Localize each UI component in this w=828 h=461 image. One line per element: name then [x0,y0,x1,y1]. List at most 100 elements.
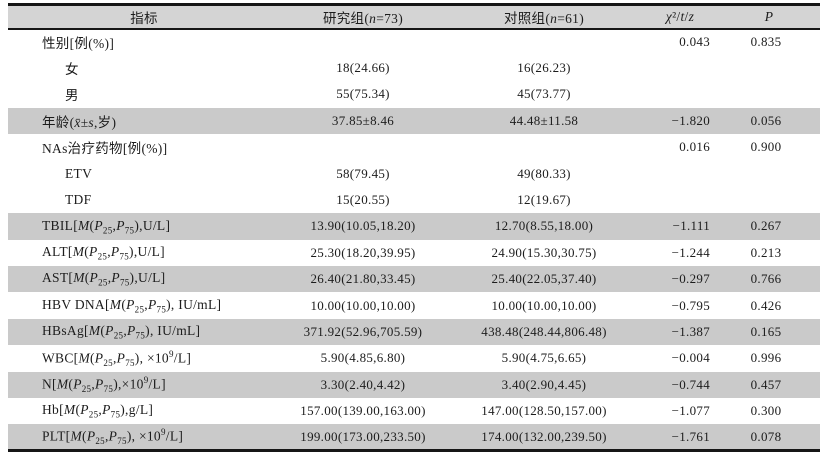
table-row: ALT[M(P25,P75),U/L] 25.30(18.20,39.95) 2… [8,240,820,266]
column-header-statistic: χ²/t/z [642,4,718,30]
p-value: 0.300 [750,403,782,419]
statistic-value: −0.795 [671,297,710,313]
study-group-value: 157.00(139.00,163.00) [300,403,426,419]
study-group-value: 15(20.55) [336,192,390,208]
table-row: 女 18(24.66) 16(26.23) [8,55,820,81]
table-row: NAs治疗药物[例(%)] 0.016 0.900 [8,134,820,160]
control-group-value: 3.40(2.90,4.45) [446,371,642,398]
study-group-value: 26.40(21.80,33.45) [280,266,446,293]
study-group-value: 18(24.66) [336,60,390,76]
control-group-value [446,29,642,55]
table-row: 年龄(x̄±s,岁) 37.85±8.46 44.48±11.58 −1.820… [8,107,820,135]
control-group-value: 438.48(248.44,806.48) [446,318,642,346]
table-row: AST[M(P25,P75),U/L] 26.40(21.80,33.45) 2… [8,266,820,293]
p-value: 0.213 [750,244,782,260]
table-row: TDF 15(20.55) 12(19.67) [8,187,820,213]
header-row: 指标 研究组(n=73) 对照组(n=61) χ²/t/z P [8,4,820,30]
control-group-value: 147.00(128.50,157.00) [481,403,607,419]
control-group-value [446,134,642,160]
table-row: 性别[例(%)] 0.043 0.835 [8,29,820,55]
column-header-indicator: 指标 [8,4,280,30]
row-label: WBC[M(P25,P75), ×109/L] [42,348,192,368]
control-group-value: 24.90(15.30,30.75) [491,244,597,260]
row-label: 男 [65,88,79,104]
table-row: Hb[M(P25,P75),g/L] 157.00(139.00,163.00)… [8,398,820,424]
statistic-value [642,160,718,186]
control-group-value: 5.90(4.75,6.65) [501,350,587,366]
table-row: WBC[M(P25,P75), ×109/L] 5.90(4.85,6.80) … [8,345,820,371]
statistic-value: −1.387 [642,318,718,346]
p-value: 0.165 [718,318,820,346]
baseline-characteristics-table: 指标 研究组(n=73) 对照组(n=61) χ²/t/z P 性别[例(%)]… [8,3,820,453]
table-row: TBIL[M(P25,P75),U/L] 13.90(10.05,18.20) … [8,213,820,240]
row-label: N[M(P25,P75),×109/L] [8,371,280,398]
p-value: 0.766 [718,266,820,293]
table-row: 男 55(75.34) 45(73.77) [8,81,820,107]
study-group-value: 199.00(173.00,233.50) [280,424,446,451]
row-label: ETV [65,165,93,181]
p-value [718,160,820,186]
row-label: NAs治疗药物[例(%)] [42,141,168,157]
p-value [718,187,820,213]
statistic-value [642,187,718,213]
p-value [718,81,820,107]
p-value: 0.900 [750,139,782,155]
row-label: AST[M(P25,P75),U/L] [8,266,280,293]
study-group-value [280,29,446,55]
p-value: 0.996 [750,350,782,366]
table-row: HBV DNA[M(P25,P75), IU/mL] 10.00(10.00,1… [8,292,820,318]
row-label: HBsAg[M(P25,P75), IU/mL] [8,318,280,346]
column-header-p-value: P [718,4,820,30]
study-group-value: 13.90(10.05,18.20) [280,213,446,240]
study-group-value: 58(79.45) [336,165,390,181]
statistic-value: −1.761 [642,424,718,451]
statistic-value [642,81,718,107]
study-group-value: 5.90(4.85,6.80) [320,350,406,366]
statistic-value: −0.297 [642,266,718,293]
study-group-value: 37.85±8.46 [280,107,446,135]
row-label: 年龄(x̄±s,岁) [8,107,280,135]
control-group-value: 174.00(132.00,239.50) [446,424,642,451]
p-value: 0.078 [718,424,820,451]
table-row: PLT[M(P25,P75), ×109/L] 199.00(173.00,23… [8,424,820,451]
control-group-value: 12.70(8.55,18.00) [446,213,642,240]
control-group-value: 49(80.33) [517,165,571,181]
row-label: 女 [65,62,79,78]
table-row: HBsAg[M(P25,P75), IU/mL] 371.92(52.96,70… [8,318,820,346]
row-label: PLT[M(P25,P75), ×109/L] [8,424,280,451]
study-group-value: 371.92(52.96,705.59) [280,318,446,346]
table-row: N[M(P25,P75),×109/L] 3.30(2.40,4.42) 3.4… [8,371,820,398]
control-group-value: 10.00(10.00,10.00) [491,297,597,313]
p-value: 0.426 [750,297,782,313]
row-label: TDF [65,192,92,208]
p-value: 0.267 [718,213,820,240]
row-label: TBIL[M(P25,P75),U/L] [8,213,280,240]
study-group-value: 55(75.34) [336,86,390,102]
statistic-value: 0.016 [679,139,710,155]
p-value: 0.056 [718,107,820,135]
column-header-control-group: 对照组(n=61) [446,4,642,30]
control-group-value: 44.48±11.58 [446,107,642,135]
statistic-value: −0.004 [671,350,710,366]
p-value: 0.457 [718,371,820,398]
row-label: 性别[例(%)] [42,36,115,52]
table-body: 性别[例(%)] 0.043 0.835 女 18(24.66) 16(26.2… [8,29,820,451]
p-value [718,55,820,81]
statistic-value: −1.820 [642,107,718,135]
row-label: HBV DNA[M(P25,P75), IU/mL] [42,296,222,315]
statistic-value: 0.043 [679,34,710,50]
statistic-value: −0.744 [642,371,718,398]
table-row: ETV 58(79.45) 49(80.33) [8,160,820,186]
statistic-value: −1.244 [671,244,710,260]
statistic-value: −1.077 [671,403,710,419]
row-label: Hb[M(P25,P75),g/L] [42,402,154,420]
column-header-study-group: 研究组(n=73) [280,4,446,30]
statistic-value [642,55,718,81]
study-group-value: 10.00(10.00,10.00) [310,297,416,313]
statistic-value: −1.111 [642,213,718,240]
control-group-value: 45(73.77) [517,86,571,102]
study-group-value: 3.30(2.40,4.42) [280,371,446,398]
control-group-value: 16(26.23) [517,60,571,76]
row-label: ALT[M(P25,P75),U/L] [42,243,165,262]
